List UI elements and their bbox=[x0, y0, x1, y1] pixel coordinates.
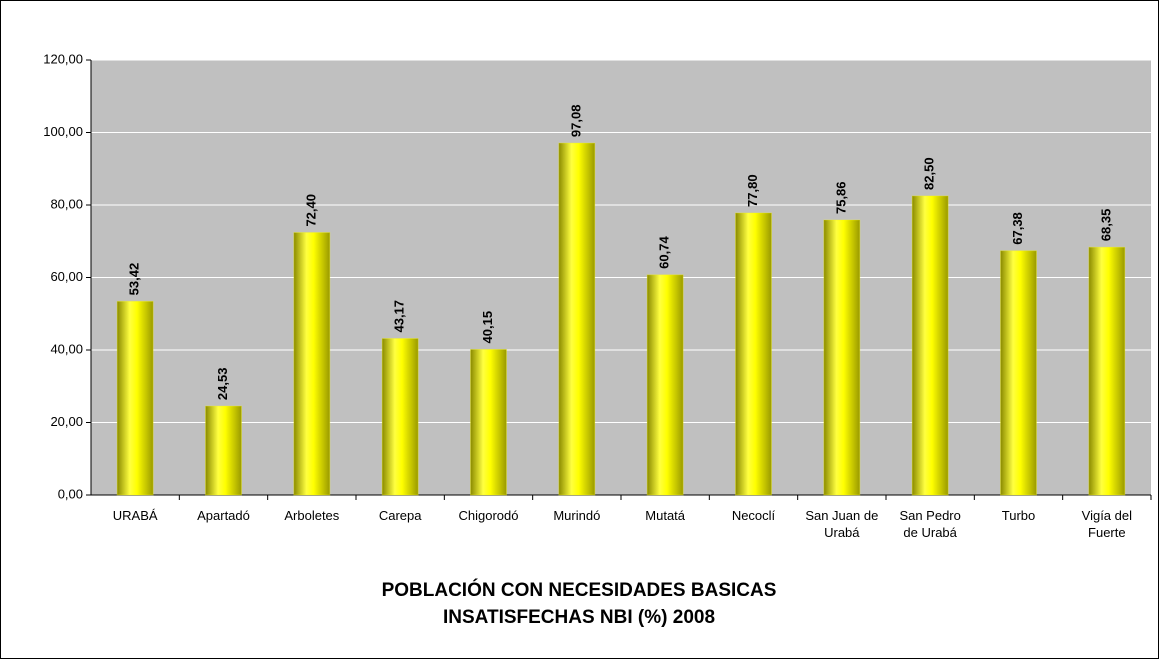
x-tick-label: Necoclí bbox=[731, 508, 776, 523]
bar bbox=[116, 300, 154, 496]
bar bbox=[735, 212, 772, 496]
y-tick-label: 40,00 bbox=[50, 341, 83, 356]
bar bbox=[646, 274, 684, 496]
bar bbox=[1088, 246, 1126, 496]
x-tick-label: San Juan de Urabá bbox=[805, 508, 879, 540]
bar bbox=[911, 195, 949, 496]
value-label: 75,86 bbox=[833, 181, 848, 214]
bar bbox=[558, 142, 596, 496]
value-label: 43,17 bbox=[392, 300, 407, 333]
chart-title: POBLACIÓN CON NECESIDADES BASICAS INSATI… bbox=[381, 580, 777, 628]
y-tick-label: 20,00 bbox=[50, 414, 83, 429]
value-label: 77,80 bbox=[745, 174, 760, 207]
bar bbox=[205, 405, 242, 496]
x-tick-label: Murindó bbox=[553, 508, 601, 523]
x-tick-label: Mutatá bbox=[645, 508, 686, 523]
bar bbox=[1000, 250, 1037, 496]
bar bbox=[823, 219, 861, 496]
y-tick-label: 60,00 bbox=[50, 269, 83, 284]
bar bbox=[470, 348, 507, 496]
y-tick-label: 80,00 bbox=[50, 196, 83, 211]
value-label: 72,40 bbox=[303, 194, 318, 227]
x-tick-label: Chigorodó bbox=[458, 508, 519, 523]
bar bbox=[381, 338, 419, 496]
value-label: 82,50 bbox=[922, 157, 937, 190]
value-label: 40,15 bbox=[480, 311, 495, 344]
value-label: 53,42 bbox=[127, 263, 142, 296]
x-tick-label: Turbo bbox=[1001, 508, 1036, 523]
y-tick-label: 0,00 bbox=[58, 486, 83, 501]
x-tick-label: Arboletes bbox=[284, 508, 340, 523]
x-tick-label: Vigía del Fuerte bbox=[1081, 508, 1132, 540]
x-tick-label: URABÁ bbox=[112, 508, 158, 523]
y-tick-label: 100,00 bbox=[43, 124, 83, 139]
x-tick-label: San Pedro de Urabá bbox=[899, 508, 961, 540]
y-tick-label: 120,00 bbox=[43, 51, 83, 66]
value-label: 68,35 bbox=[1098, 209, 1113, 242]
value-label: 60,74 bbox=[657, 236, 672, 269]
value-label: 97,08 bbox=[568, 105, 583, 138]
bar bbox=[293, 232, 331, 496]
value-label: 67,38 bbox=[1010, 212, 1025, 245]
x-tick-label: Carepa bbox=[378, 508, 422, 523]
value-label: 24,53 bbox=[215, 368, 230, 401]
x-tick-label: Apartadó bbox=[197, 508, 250, 523]
